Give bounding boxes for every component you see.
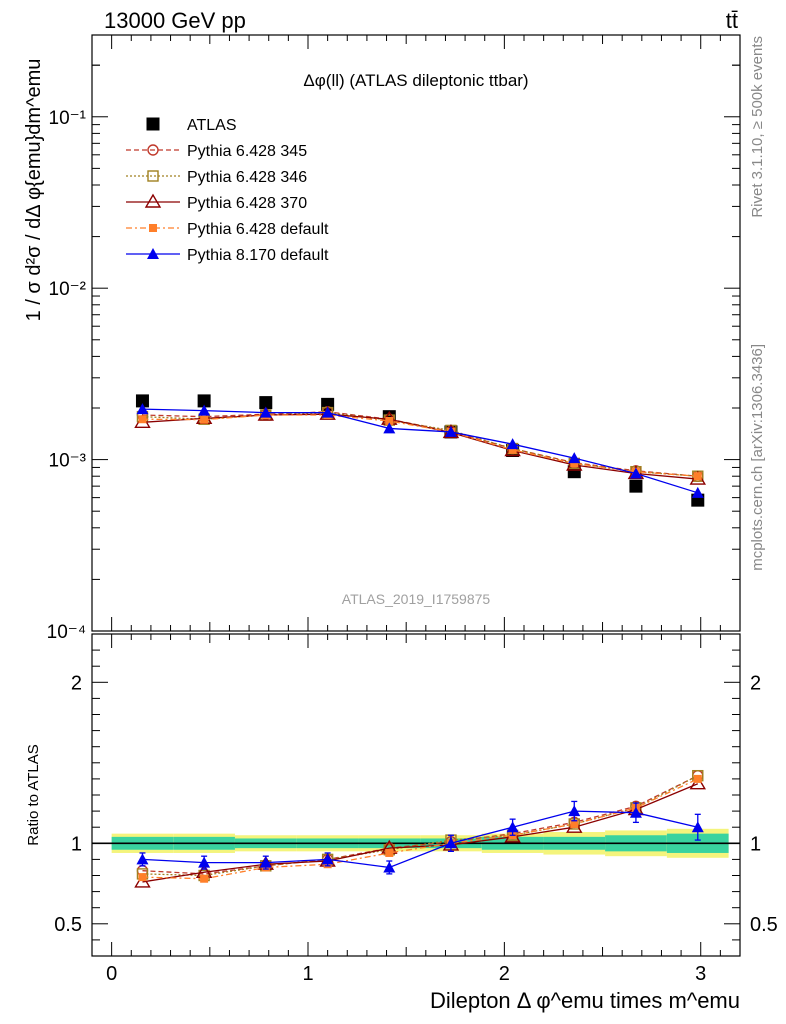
ratio-series-line [142,783,699,883]
ratio-data-point [383,861,396,873]
ratio-data-point [136,853,149,865]
data-point [629,467,642,479]
ratio-data-point [506,821,519,833]
legend-marker [146,117,160,131]
rivet-version-label: Rivet 3.1.10, ≥ 500k events [749,36,766,218]
y-tick-label: 10⁻¹ [49,108,87,129]
legend-label: Pythia 6.428 370 [187,195,307,212]
ratio-series-line [142,775,699,875]
ratio-data-point [444,837,457,849]
data-point [198,404,211,416]
ratio-data-point [691,821,704,833]
series-line [142,411,698,477]
ratio-data-point [138,873,147,882]
ratio-data-point [200,874,209,883]
main-series-group [134,394,707,507]
data-point [383,422,396,434]
legend-marker [144,193,162,208]
series-line [142,414,698,477]
ratio-y-tick-label-right: 1 [750,833,761,855]
y-tick-label: 10⁻⁴ [47,622,86,643]
ratio-y-tick-label: 2 [71,672,82,694]
x-tick-label: 2 [499,963,510,985]
ratio-series-line [142,778,699,880]
data-point [138,415,147,424]
legend-marker [147,248,159,259]
data-point [444,425,457,437]
legend-label: Pythia 8.170 default [187,247,329,264]
analysis-watermark: ATLAS_2019_I1759875 [342,591,491,607]
y-tick-label: 10⁻² [49,279,87,300]
series-line [142,411,698,477]
data-point [135,394,149,408]
data-point [200,415,209,424]
series-line [142,413,698,480]
header-right: tt̄ [726,8,738,33]
x-axis-label: Dilepton Δ φ^emu times m^emu [430,988,740,1013]
legend-label: Pythia 6.428 default [187,221,329,238]
x-tick-label: 0 [106,963,117,985]
data-point [197,394,211,408]
data-point [629,479,643,493]
data-point [506,438,519,450]
data-point [259,406,272,418]
ratio-data-point [693,774,702,783]
ratio-data-point [259,856,272,868]
axis-ticks: 10⁻⁴ 10⁻³ 10⁻² 10⁻¹ 0 1 2 3 0.5 0.5 1 1 2 2 [47,34,778,985]
main-panel-frame [91,34,741,632]
legend-label: ATLAS [187,117,237,134]
data-point [691,486,704,498]
ratio-series-line [142,810,698,869]
mcplots-reference-label: mcplots.cern.ch [arXiv:1306.3436] [749,344,766,571]
ratio-data-point [570,819,579,828]
y-tick-label: 10⁻³ [49,451,87,472]
ratio-y-tick-label-right: 0.5 [750,914,778,936]
main-y-axis-label: 1 / σ d²σ / dΔ φ{emu}dm^emu [23,59,45,322]
ratio-data-point [321,853,334,865]
legend-label: Pythia 6.428 345 [187,143,307,160]
ratio-data-point [385,848,394,857]
plot-title: Δφ(ll) (ATLAS dileptonic ttbar) [303,71,528,90]
data-point [136,403,149,415]
legend-marker [147,170,159,182]
series-line [142,408,698,494]
legend-marker [149,224,157,232]
x-tick-label: 3 [695,963,706,985]
ratio-data-point [629,806,642,818]
data-point [568,452,581,464]
x-tick-label: 1 [302,963,313,985]
ratio-panel-frame [91,633,741,957]
data-point [570,459,579,468]
data-point [508,445,517,454]
data-point [693,472,702,481]
ratio-y-tick-label-right: 2 [750,672,761,694]
ratio-data-point [568,805,581,817]
ratio-y-tick-label: 0.5 [54,914,82,936]
ratio-series-line [142,775,699,877]
legend-marker [147,144,159,156]
data-point [321,406,334,418]
ratio-data-point [198,856,211,868]
legend: ATLAS Pythia 6.428 345 Pythia 6.428 346 Pyt… [126,117,329,264]
legend-label: Pythia 6.428 346 [187,169,307,186]
ratio-series-group [134,769,707,888]
data-point [385,416,394,425]
header-left: 13000 GeV pp [104,8,246,33]
data-point [259,396,273,410]
ratio-y-tick-label: 1 [71,833,82,855]
ratio-y-axis-label: Ratio to ATLAS [25,744,42,845]
uncertainty-band [92,828,740,858]
